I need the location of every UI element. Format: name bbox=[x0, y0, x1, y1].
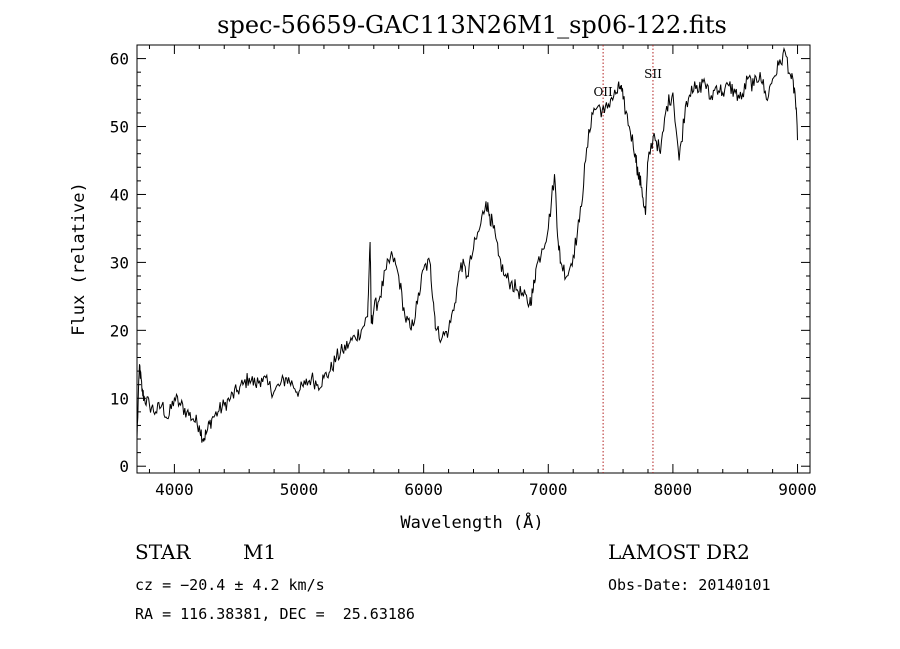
y-tick-label: 20 bbox=[110, 321, 129, 340]
x-tick-label: 6000 bbox=[404, 480, 443, 499]
x-tick-label: 4000 bbox=[155, 480, 194, 499]
y-tick-label: 50 bbox=[110, 118, 129, 137]
x-axis-label: Wavelength (Å) bbox=[400, 511, 543, 533]
redshift-readout: cz = −20.4 ± 4.2 km/s bbox=[135, 576, 325, 594]
y-tick-label: 0 bbox=[119, 457, 129, 476]
x-tick-label: 8000 bbox=[654, 480, 693, 499]
axis-ticks: 4000 5000 6000 7000 8000 9000 0 10 20 30 40 50 60 bbox=[110, 45, 817, 499]
line-markers: OII SII bbox=[593, 45, 662, 473]
x-tick-label: 5000 bbox=[280, 480, 319, 499]
chart-title: spec-56659-GAC113N26M1_sp06-122.fits bbox=[217, 11, 727, 39]
marker-label-oii: OII bbox=[593, 85, 613, 99]
y-tick-label: 10 bbox=[110, 389, 129, 408]
spectrum-line bbox=[136, 46, 798, 443]
y-axis-label: Flux (relative) bbox=[69, 182, 89, 336]
coordinates: RA = 116.38381, DEC = 25.63186 bbox=[135, 605, 415, 623]
y-tick-label: 40 bbox=[110, 185, 129, 204]
x-tick-label: 9000 bbox=[778, 480, 817, 499]
x-tick-label: 7000 bbox=[529, 480, 568, 499]
obs-date: Obs-Date: 20140101 bbox=[608, 576, 771, 594]
object-subclass: M1 bbox=[243, 540, 277, 564]
y-tick-label: 30 bbox=[110, 253, 129, 272]
object-class: STAR bbox=[135, 540, 191, 564]
survey-name: LAMOST DR2 bbox=[608, 540, 750, 564]
plot-frame bbox=[136, 44, 811, 474]
y-tick-label: 60 bbox=[110, 50, 129, 69]
marker-label-sii: SII bbox=[644, 67, 662, 81]
